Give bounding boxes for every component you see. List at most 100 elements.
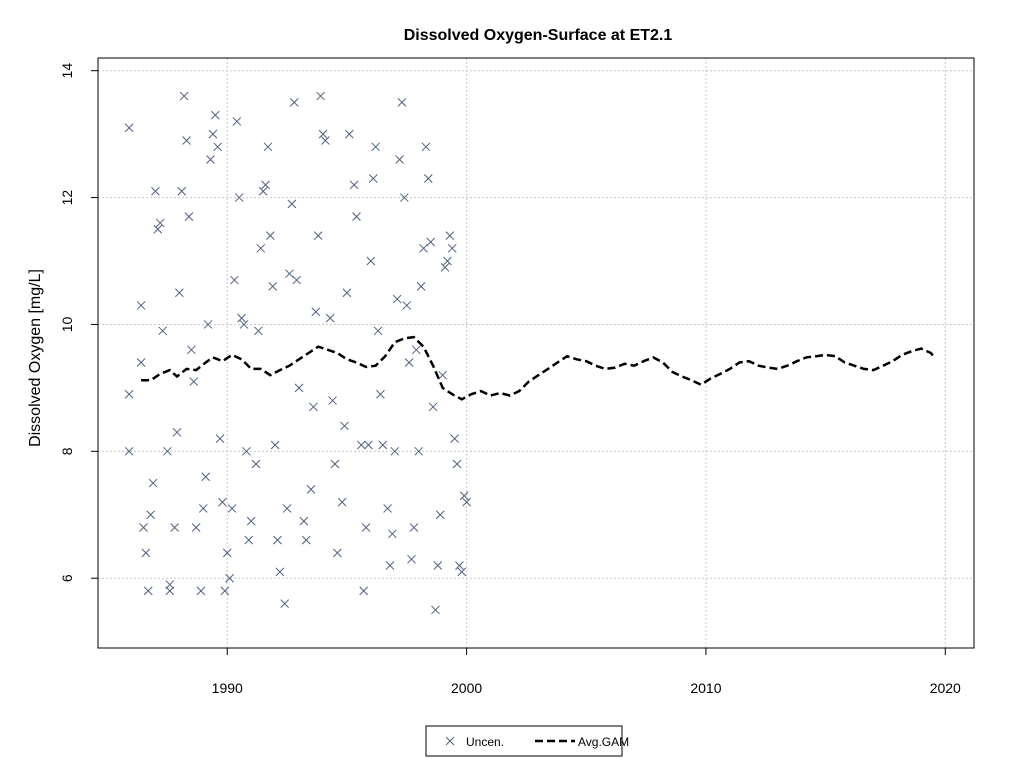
data-point <box>342 288 352 298</box>
data-point <box>227 504 237 513</box>
data-point <box>148 478 158 488</box>
data-point <box>301 535 311 545</box>
y-tick-label: 10 <box>59 316 75 332</box>
data-point <box>325 313 335 323</box>
x-tick-label: 2000 <box>451 680 482 696</box>
data-point <box>376 389 385 399</box>
data-point <box>146 510 156 520</box>
data-point <box>340 421 349 431</box>
data-point <box>165 580 175 589</box>
y-axis-label: Dissolved Oxygen [mg/L] <box>27 269 44 447</box>
data-point <box>388 529 397 539</box>
data-point <box>423 174 433 183</box>
data-point <box>330 459 340 469</box>
axes: 6 8 10 12 14 1990 2000 2010 2020 <box>59 57 975 696</box>
data-point <box>328 396 337 405</box>
scatter-points <box>124 91 471 615</box>
data-point <box>414 446 424 456</box>
data-point <box>258 186 268 196</box>
data-point <box>273 535 282 545</box>
data-point <box>175 288 184 298</box>
data-point <box>151 186 160 196</box>
legend-label-uncen: Uncen. <box>466 735 504 749</box>
data-point <box>383 504 392 513</box>
data-point <box>177 186 187 196</box>
data-point <box>292 275 302 285</box>
data-point <box>232 117 242 126</box>
data-point <box>332 548 342 558</box>
data-point <box>404 358 414 367</box>
data-point <box>318 129 328 139</box>
data-point <box>409 523 419 532</box>
data-point <box>356 440 366 450</box>
data-point <box>213 142 223 152</box>
y-tick-label: 6 <box>59 574 75 582</box>
data-point <box>210 110 220 120</box>
data-point <box>270 440 280 450</box>
data-point <box>256 243 266 253</box>
y-tick-label: 14 <box>59 63 75 79</box>
plot-frame <box>97 57 975 649</box>
data-point <box>139 523 148 532</box>
data-point <box>457 567 467 577</box>
data-point <box>191 523 201 532</box>
gam-line <box>141 335 935 401</box>
data-point <box>189 377 199 386</box>
data-point <box>206 155 215 164</box>
data-point <box>220 586 230 596</box>
data-point <box>263 142 273 152</box>
data-point <box>198 504 208 513</box>
data-point <box>411 345 421 355</box>
data-point <box>390 446 400 456</box>
data-point <box>225 573 234 583</box>
data-point <box>397 98 407 107</box>
data-point <box>316 91 325 101</box>
data-point <box>368 174 378 183</box>
data-point <box>294 383 304 393</box>
data-point <box>230 275 239 285</box>
x-tick-label: 1990 <box>212 680 243 696</box>
data-point <box>361 523 371 532</box>
legend-label-gam: Avg.GAM <box>578 735 629 749</box>
data-point <box>433 561 443 570</box>
data-point <box>165 586 175 596</box>
legend: Uncen. Avg.GAM <box>425 725 629 757</box>
x-tick-label: 2010 <box>690 680 721 696</box>
data-point <box>337 497 347 507</box>
data-point <box>443 256 452 266</box>
data-point <box>244 535 254 545</box>
data-point <box>366 256 376 266</box>
data-point <box>203 320 213 329</box>
data-point <box>280 599 290 608</box>
data-point <box>215 434 225 443</box>
data-point <box>352 212 361 221</box>
data-point <box>419 243 428 253</box>
data-point <box>309 402 318 412</box>
data-point <box>395 155 404 164</box>
data-point <box>421 142 431 152</box>
data-point <box>136 301 146 310</box>
data-point <box>182 136 191 145</box>
data-point <box>445 231 455 240</box>
data-point <box>124 389 134 399</box>
legend-marker-uncen <box>445 736 455 746</box>
data-point <box>201 472 211 482</box>
data-point <box>378 440 388 450</box>
data-point <box>402 301 412 310</box>
data-point <box>141 548 151 558</box>
data-point <box>265 231 275 240</box>
data-point <box>282 504 292 513</box>
data-point <box>246 516 256 526</box>
data-point <box>313 231 323 240</box>
data-point <box>289 98 299 107</box>
data-point <box>373 326 383 336</box>
data-point <box>428 402 438 412</box>
data-point <box>321 136 330 145</box>
chart-title: Dissolved Oxygen-Surface at ET2.1 <box>404 27 673 44</box>
data-point <box>163 446 172 456</box>
data-point <box>440 263 450 272</box>
data-point <box>435 510 445 520</box>
data-point <box>234 193 244 202</box>
